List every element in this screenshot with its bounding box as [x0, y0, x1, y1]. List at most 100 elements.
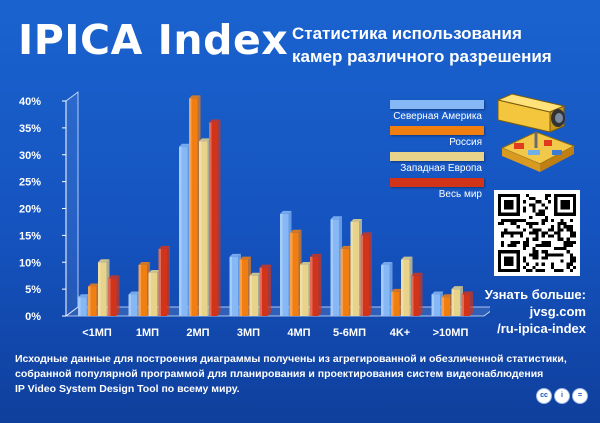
legend-item: Россия: [372, 126, 484, 152]
footnote-line-1: Исходные данные для построения диаграммы…: [15, 353, 567, 365]
bar-highlight: [360, 235, 363, 316]
bar-face: [451, 289, 460, 316]
legend-label: Западная Европа: [400, 163, 482, 174]
bar-side: [318, 253, 322, 316]
bar-face: [98, 262, 107, 316]
bar-face: [259, 267, 268, 316]
bar-face: [148, 273, 157, 316]
bar: [229, 253, 241, 316]
y-tick-label: 35%: [19, 123, 41, 135]
bar: [391, 288, 403, 316]
bar-highlight: [310, 256, 313, 316]
bar: [179, 143, 191, 316]
attribution-icon: i: [554, 388, 570, 404]
bar-highlight: [451, 289, 454, 316]
bar: [381, 261, 393, 316]
bar-highlight: [391, 291, 394, 316]
bar-top: [229, 253, 241, 257]
x-tick-label: >10МП: [433, 327, 469, 339]
learn-more-link-domain[interactable]: jvsg.com: [529, 304, 586, 319]
bar-top: [411, 272, 423, 276]
page-title: IPICA Index: [18, 16, 289, 64]
bar-highlight: [98, 262, 101, 316]
bar-face: [300, 264, 309, 316]
bar-side: [217, 119, 221, 316]
x-tick-label: 1МП: [136, 327, 159, 339]
footnote: Исходные данные для построения диаграммы…: [15, 352, 600, 397]
bar-top: [350, 218, 362, 222]
cc-icon: cc: [536, 388, 552, 404]
bar-highlight: [381, 264, 384, 316]
bar-top: [441, 294, 453, 298]
y-tick-label: 15%: [19, 230, 41, 242]
bar-highlight: [158, 248, 161, 316]
bar-face: [249, 275, 258, 316]
bar: [88, 283, 100, 316]
bar-highlight: [179, 146, 182, 316]
bar-highlight: [78, 297, 81, 316]
bar-face: [330, 219, 339, 316]
bar-face: [441, 297, 450, 316]
bar-highlight: [290, 232, 293, 316]
y-tick-label: 20%: [19, 204, 41, 216]
bar: [209, 119, 221, 316]
bar-chart: 0% 5% 10% 15% 20% 25% 30% 35% 40% <1МП 1МП 2МП 3МП 4М…: [19, 91, 490, 339]
bar-face: [431, 294, 440, 316]
bar-highlight: [431, 294, 434, 316]
x-tick-label: 4МП: [287, 327, 310, 339]
bar-top: [300, 261, 312, 265]
bar-top: [431, 291, 443, 295]
bar-face: [280, 213, 289, 316]
bar-face: [138, 264, 147, 316]
learn-more-link-path[interactable]: /ru-ipica-index: [497, 321, 586, 336]
bar-highlight: [189, 98, 192, 316]
bar-highlight: [401, 259, 404, 316]
bar-face: [229, 256, 238, 316]
bar-side: [369, 232, 372, 316]
bar: [360, 232, 372, 316]
legend-swatch: [390, 100, 484, 109]
legend-label: Россия: [449, 137, 482, 148]
security-camera-icon: [496, 93, 576, 172]
bar: [108, 275, 120, 316]
qr-code-icon[interactable]: [494, 190, 580, 276]
legend-swatch: [390, 152, 484, 161]
bar-face: [340, 248, 349, 316]
y-tick-label: 25%: [19, 177, 41, 189]
bar: [189, 95, 201, 316]
bar-face: [88, 286, 97, 316]
bar-highlight: [340, 248, 343, 316]
bar-top: [148, 270, 160, 273]
bar-highlight: [411, 275, 414, 316]
legend-label: Весь мир: [438, 189, 482, 200]
bar-top: [310, 253, 322, 257]
legend-item: Западная Европа: [372, 152, 484, 178]
bar-face: [78, 297, 87, 316]
learn-more: Узнать больше: jvsg.com /ru-ipica-index: [485, 286, 586, 337]
bar: [280, 210, 292, 316]
bar-highlight: [350, 221, 353, 316]
x-tick-label: 3МП: [237, 327, 260, 339]
bar-top: [239, 256, 251, 260]
footnote-line-2: собранной популярной программой для план…: [15, 368, 544, 380]
bar-top: [209, 119, 221, 123]
bar-highlight: [249, 275, 252, 316]
bar-top: [330, 216, 342, 220]
bar: [78, 294, 90, 316]
bar-face: [189, 98, 198, 316]
bar-face: [381, 264, 390, 316]
bar-top: [199, 138, 211, 142]
bar: [310, 253, 322, 316]
bar-side: [419, 272, 423, 316]
bar-face: [108, 278, 117, 316]
y-tick-label: 30%: [19, 150, 41, 162]
learn-more-label: Узнать больше:: [484, 287, 586, 302]
bar-highlight: [108, 278, 111, 316]
legend-swatch: [390, 126, 484, 135]
bar-highlight: [280, 213, 283, 316]
bar-face: [411, 275, 420, 316]
subtitle-line-1: Статистика использования: [292, 24, 522, 43]
bar: [259, 264, 271, 316]
bar-top: [381, 261, 393, 265]
bar-highlight: [239, 259, 242, 316]
